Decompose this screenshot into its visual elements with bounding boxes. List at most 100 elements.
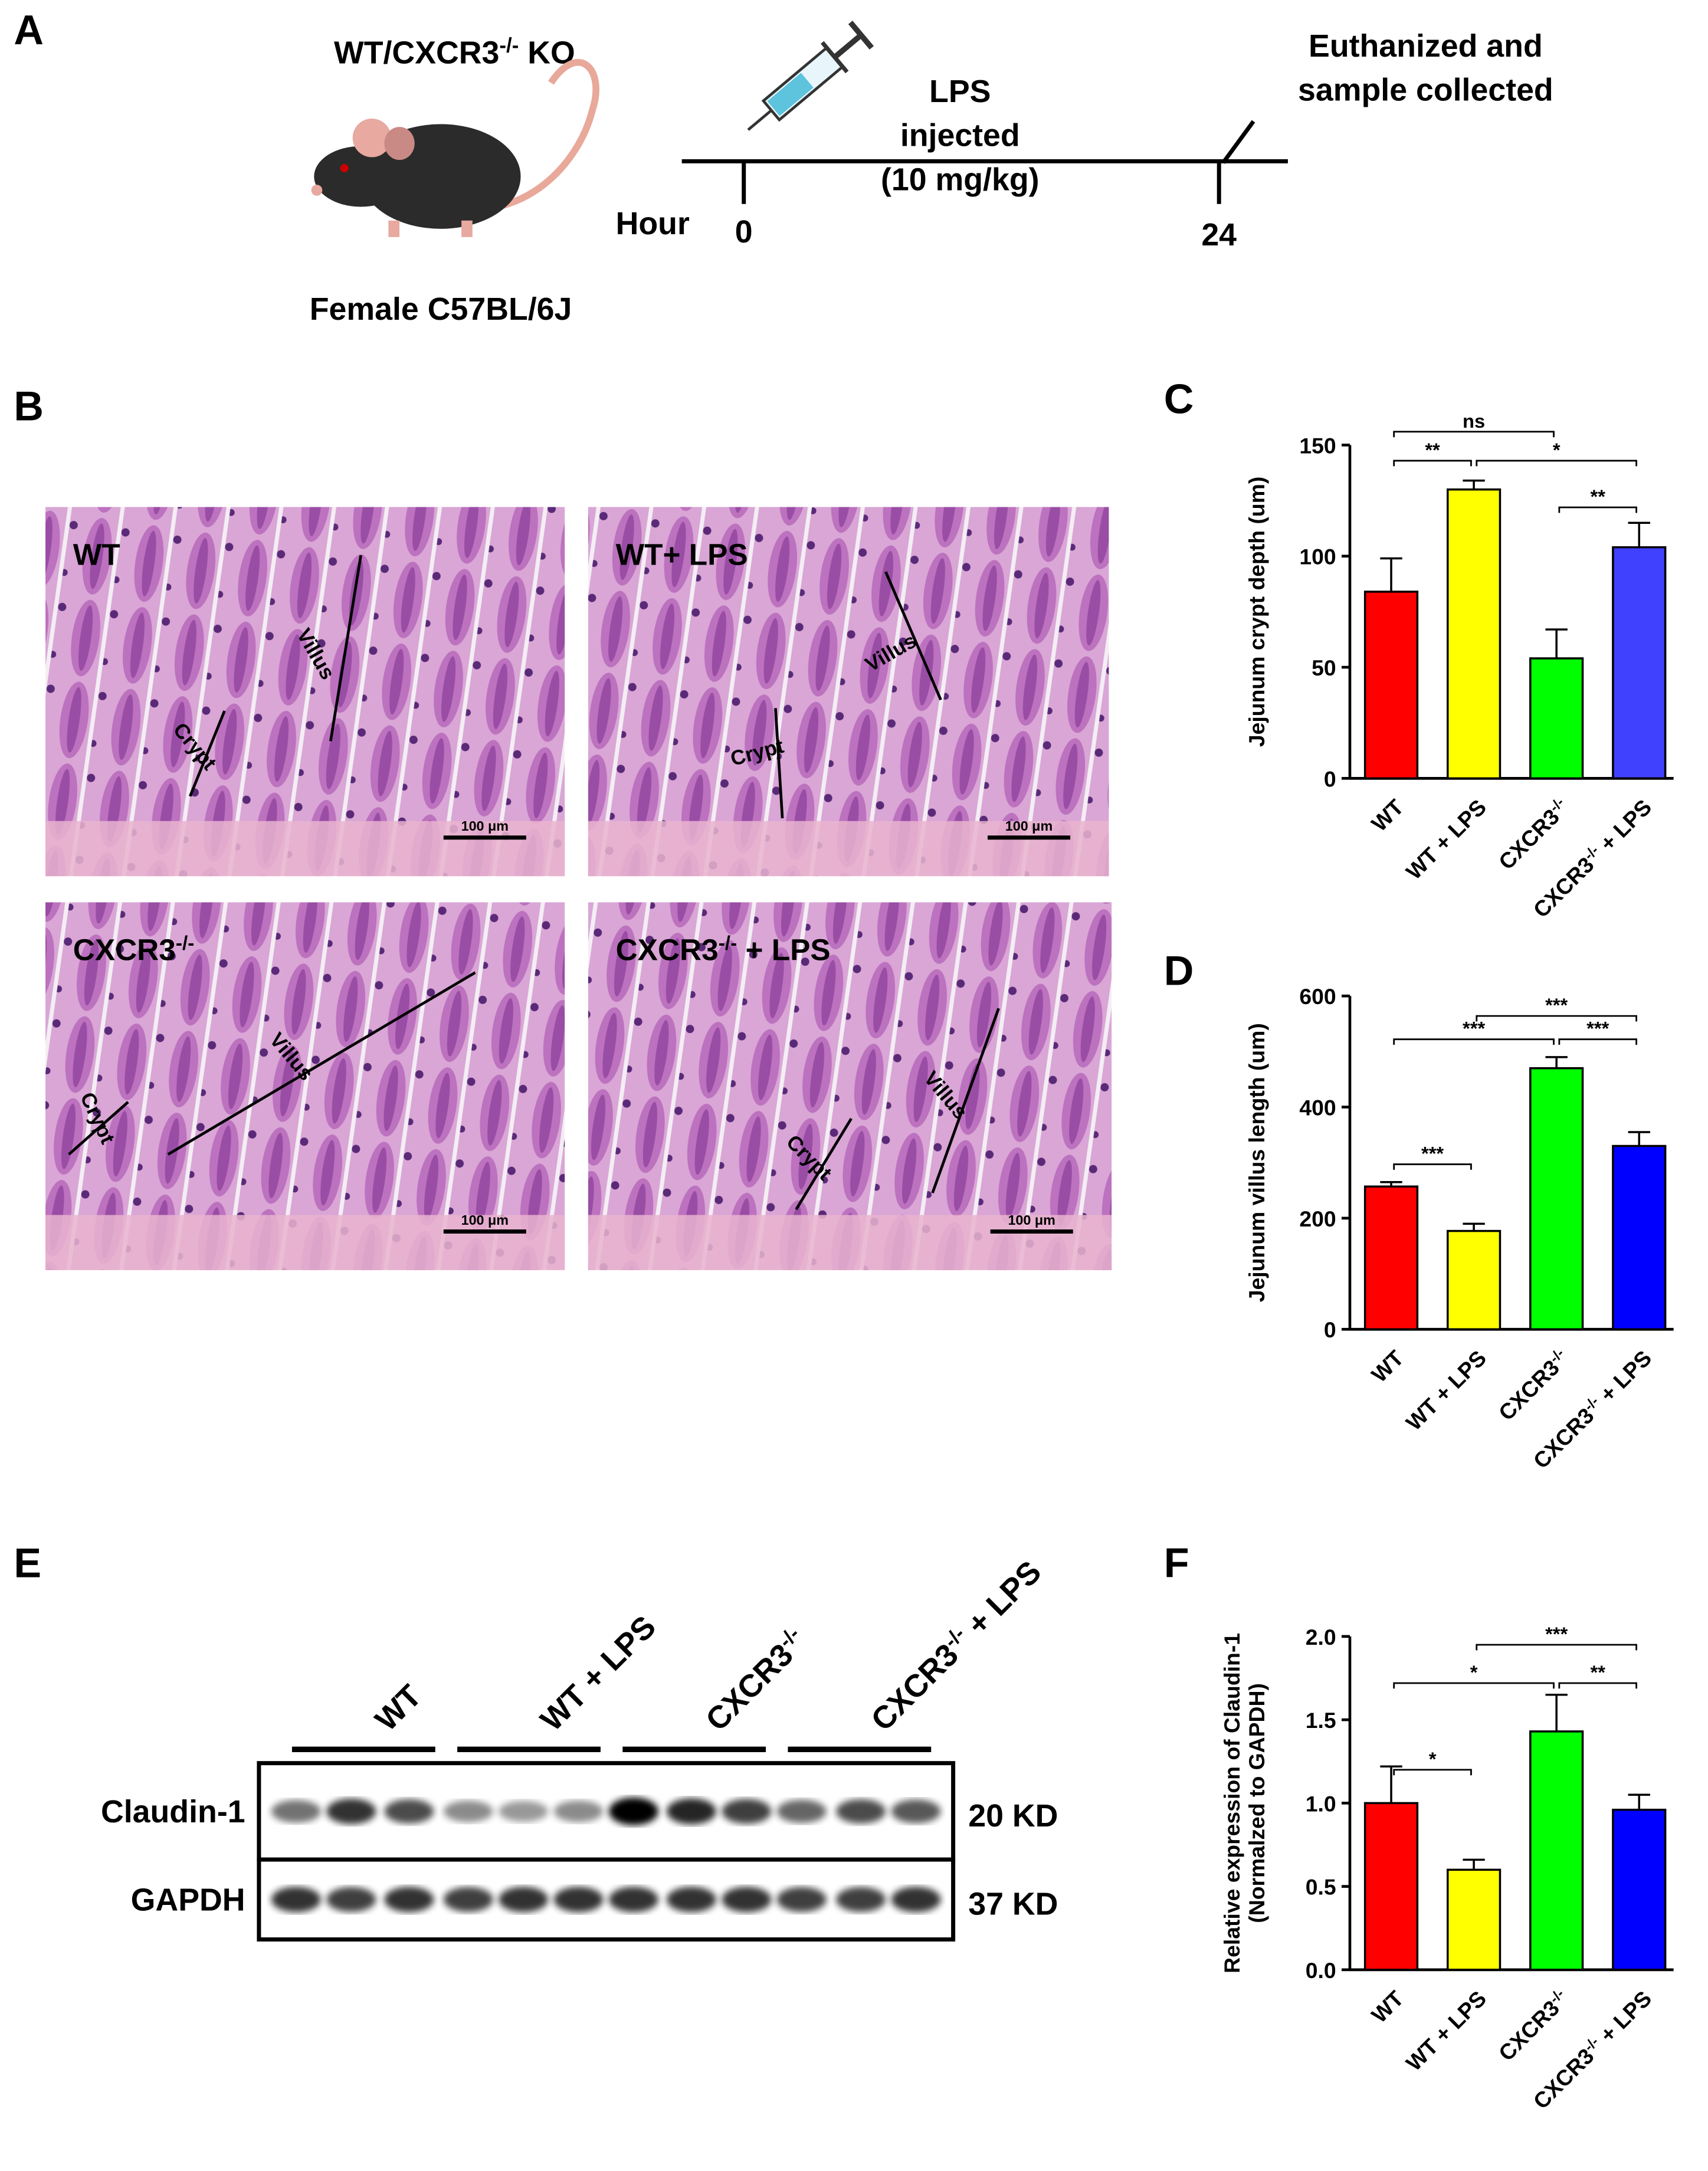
measure-line	[931, 1008, 1000, 1193]
blot-band	[608, 1887, 658, 1913]
blot-band	[776, 1887, 827, 1912]
bar	[1363, 1185, 1419, 1330]
blot-band	[836, 1887, 886, 1912]
significance-bracket	[1558, 1682, 1637, 1689]
x-tick-label: WT + LPS	[1401, 795, 1491, 884]
bar	[1363, 1802, 1419, 1971]
timeline	[681, 120, 1288, 204]
bar	[1612, 1808, 1667, 1971]
error-bar	[1463, 1222, 1485, 1231]
blot-band	[891, 1799, 941, 1824]
panel-label: A	[14, 7, 44, 53]
injection-text: (10 mg/kg)	[881, 162, 1040, 197]
x-tick-label: WT	[1366, 1986, 1408, 2028]
group-label: CXCR3-/- + LPS	[863, 1553, 1048, 1738]
significance-label: ***	[1463, 1018, 1485, 1039]
significance-bracket	[1476, 1644, 1637, 1651]
mouse-illustration	[311, 58, 599, 237]
significance-label: *	[1553, 439, 1561, 461]
syringe	[747, 21, 874, 131]
size-label: 20 KD	[968, 1798, 1058, 1834]
protein-label: Claudin-1	[101, 1794, 245, 1829]
y-tick-label: 150	[1299, 433, 1336, 458]
significance-label: **	[1591, 1661, 1606, 1683]
y-axis-label: Relative expression of Claudin-1	[1219, 1633, 1244, 1973]
y-axis-label: Jejunum crypt depth (um)	[1244, 477, 1269, 747]
blot-band	[553, 1801, 604, 1822]
panel-label: B	[14, 383, 44, 429]
blot-band	[836, 1799, 886, 1824]
error-bar	[1380, 1765, 1402, 1803]
x-tick-label: WT + LPS	[1401, 1346, 1491, 1435]
histology-image	[45, 507, 565, 877]
significance-label: ***	[1586, 1018, 1609, 1039]
significance-bracket	[1558, 1038, 1637, 1045]
histology-image	[45, 902, 565, 1270]
significance-bracket	[1393, 460, 1472, 467]
x-tick-label: WT	[1366, 795, 1408, 837]
blot-band	[443, 1887, 493, 1912]
superscript: -/-	[1581, 2034, 1602, 2054]
significance-label: ***	[1545, 994, 1568, 1016]
x-tick-label: CXCR3-/-	[1493, 1986, 1573, 2066]
superscript: -/-	[499, 34, 519, 57]
protein-label: GAPDH	[131, 1882, 245, 1917]
x-tick-label: WT + LPS	[1401, 1986, 1491, 2075]
blot-band	[271, 1800, 321, 1823]
y-tick-label: 100	[1299, 545, 1336, 569]
bar	[1363, 591, 1419, 780]
panel-label: D	[1164, 948, 1194, 994]
superscript: -/-	[1581, 1393, 1602, 1414]
blot-band	[443, 1801, 493, 1822]
significance-label: ns	[1463, 410, 1485, 432]
significance-bracket	[1393, 1163, 1472, 1170]
blot-band	[384, 1887, 434, 1913]
significance-bracket	[1393, 1769, 1472, 1776]
y-tick-label: 0	[1324, 1317, 1336, 1342]
y-tick-label: 0.0	[1306, 1958, 1336, 1983]
bar	[1529, 657, 1584, 780]
x-tick-label: CXCR3-/-	[1493, 1345, 1573, 1425]
error-bar	[1628, 1793, 1650, 1810]
significance-bracket	[1393, 1682, 1555, 1689]
tissue-base	[588, 821, 1109, 877]
bar	[1612, 546, 1667, 780]
measure-line	[774, 708, 784, 819]
blot-band	[499, 1801, 549, 1822]
superscript: -/-	[939, 1622, 969, 1652]
blot-band	[499, 1887, 549, 1913]
x-tick-label: WT	[1366, 1345, 1408, 1387]
image-label: WT	[73, 537, 120, 571]
injection-text: LPS	[929, 74, 991, 109]
superscript: -/-	[774, 1622, 804, 1652]
superscript: -/-	[719, 932, 737, 954]
measure-line	[68, 1101, 129, 1156]
superscript: -/-	[1581, 842, 1602, 863]
time-tick: 0	[735, 214, 753, 250]
significance-bracket	[1393, 431, 1555, 438]
significance-label: *	[1429, 1748, 1437, 1770]
sex-label: Female C57BL/6J	[310, 291, 572, 327]
superscript: -/-	[1546, 1986, 1567, 2006]
injection-text: injected	[900, 118, 1020, 153]
blot-band	[608, 1798, 658, 1825]
bar	[1529, 1067, 1584, 1330]
blot-band	[326, 1887, 376, 1912]
scale-bar-label: 100 μm	[461, 1212, 509, 1228]
error-bar	[1628, 522, 1650, 547]
bar	[1446, 1229, 1502, 1330]
significance-bracket	[1476, 460, 1637, 467]
significance-label: **	[1425, 439, 1440, 461]
error-bar	[1380, 557, 1402, 592]
blot-band	[891, 1887, 941, 1913]
endpoint-text: Euthanized and	[1309, 28, 1543, 64]
image-label: WT+ LPS	[616, 537, 748, 571]
bar	[1612, 1144, 1667, 1330]
group-label: WT	[368, 1678, 428, 1738]
x-tick-label: CXCR3-/-	[1493, 794, 1573, 874]
western-blot: WT WT + LPS CXCR3-/- CXCR3-/- + LPS Claudin-…	[101, 1553, 1058, 1942]
significance-bracket	[1476, 1015, 1637, 1022]
blot-band	[553, 1887, 604, 1913]
group-label: CXCR3-/-	[698, 1622, 814, 1738]
